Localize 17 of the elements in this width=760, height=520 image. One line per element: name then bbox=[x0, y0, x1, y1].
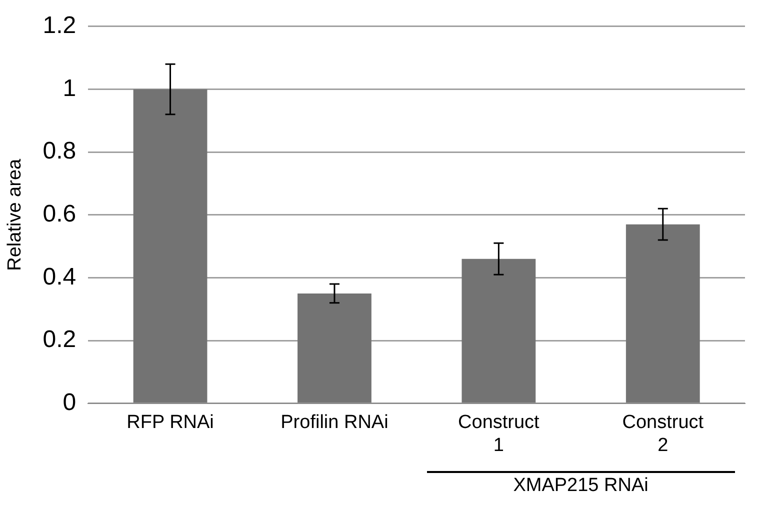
x-tick-label: Construct 2 bbox=[622, 412, 704, 456]
x-tick-label: Profilin RNAi bbox=[280, 412, 388, 434]
bar bbox=[133, 89, 208, 403]
y-tick-label: 0.6 bbox=[42, 200, 76, 228]
bar bbox=[626, 224, 700, 403]
y-tick-label: 0.4 bbox=[42, 263, 76, 290]
x-tick-label: Construct 1 bbox=[458, 412, 540, 456]
y-tick-label: 0.2 bbox=[42, 326, 76, 354]
y-axis-title: Relative area bbox=[4, 158, 26, 271]
x-tick-label: RFP RNAi bbox=[126, 412, 214, 434]
y-tick-label: 0 bbox=[62, 389, 76, 416]
y-tick-label: 1 bbox=[62, 74, 76, 102]
bar bbox=[298, 293, 372, 403]
y-tick-label: 1.2 bbox=[42, 12, 76, 40]
text: XMAP215 RNAi bbox=[512, 475, 650, 498]
bar bbox=[462, 258, 536, 403]
y-tick-label: 0.8 bbox=[42, 138, 76, 165]
